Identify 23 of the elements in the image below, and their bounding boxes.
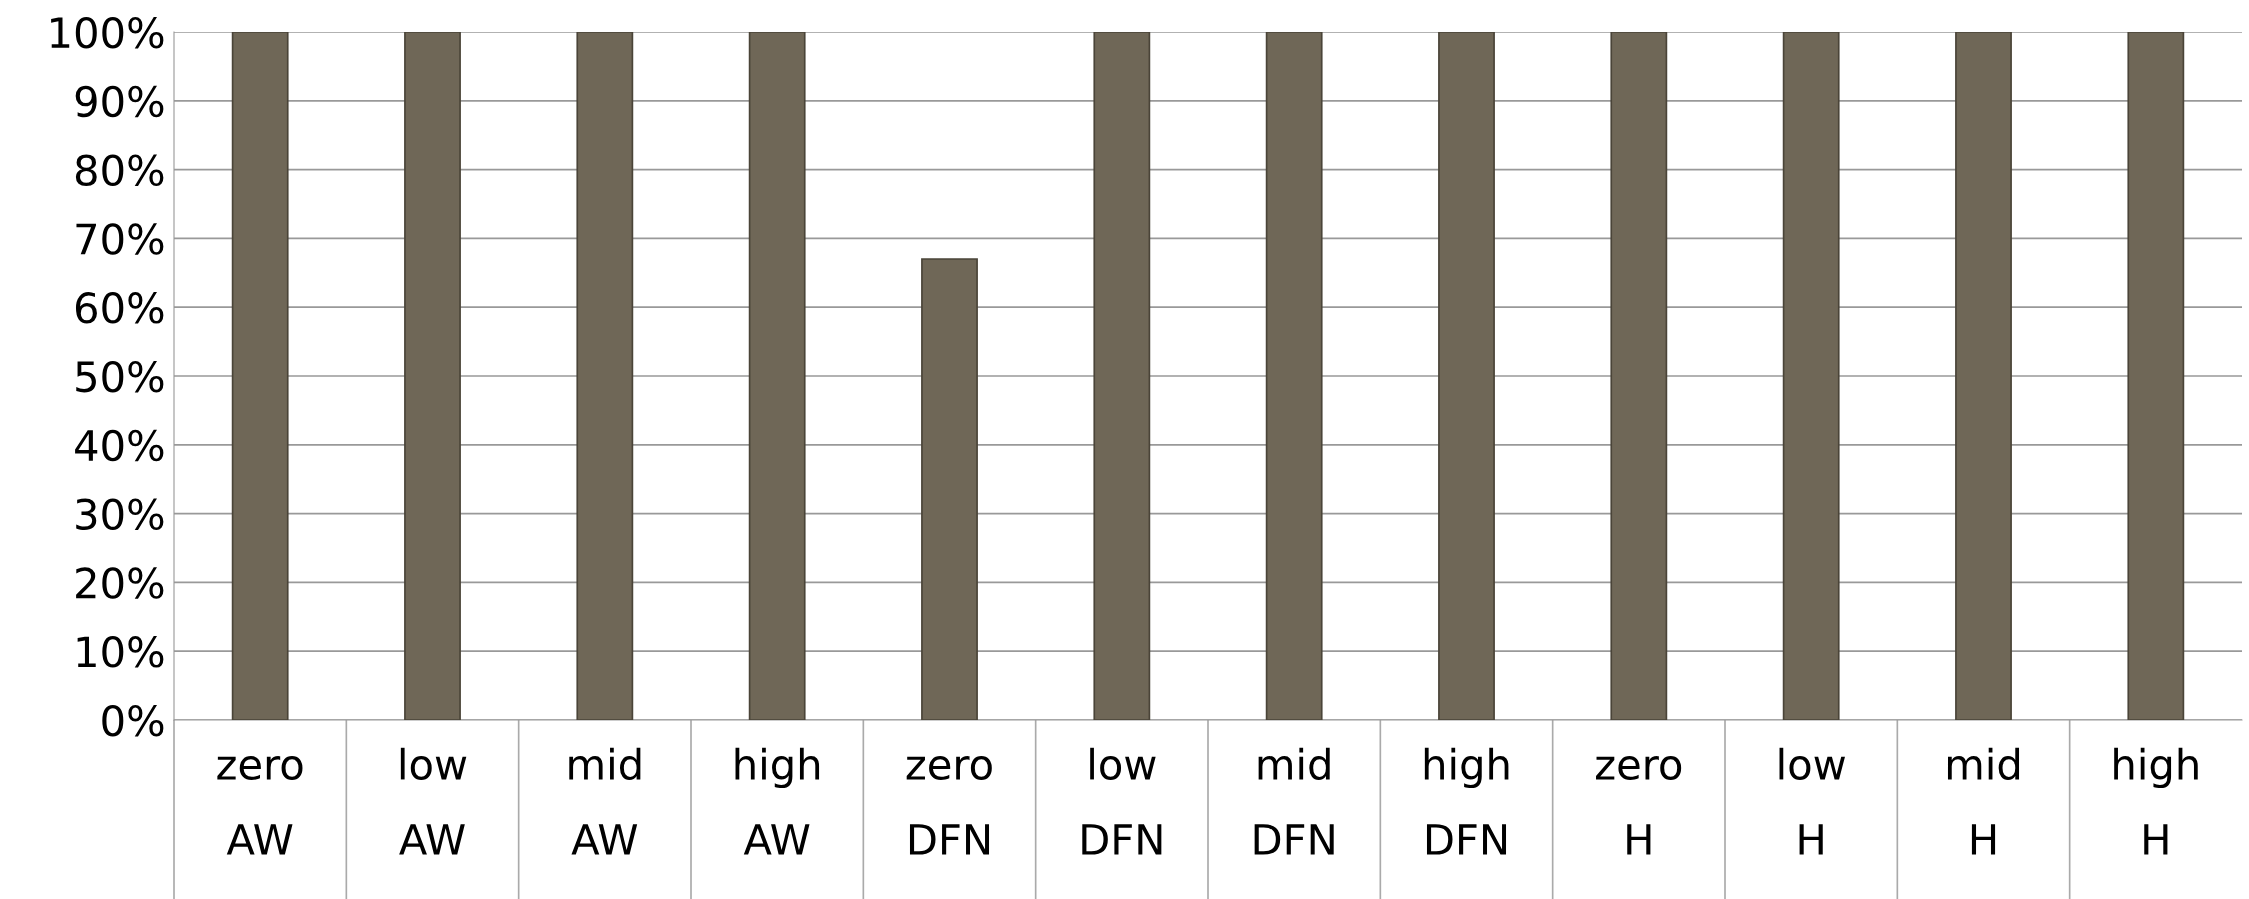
y-tick-label: 20% (76, 567, 164, 599)
x-tick-label: zero H (1596, 756, 1682, 855)
x-tick-label: mid AW (569, 747, 641, 855)
x-tick-label: zero DFN (906, 756, 992, 855)
y-tick-label: 70% (76, 223, 164, 255)
x-tick-label: low H (1779, 747, 1845, 855)
y-tick-label: 0% (102, 704, 164, 737)
x-tick-label: mid DFN (1254, 747, 1334, 855)
x-tick-label: low AW (399, 747, 467, 855)
y-tick-label: 60% (75, 292, 164, 324)
y-tick-label: 10% (77, 636, 164, 668)
y-tick-label: 40% (75, 429, 164, 462)
x-tick-label: high H (2114, 747, 2198, 855)
x-tick-label: high AW (735, 747, 820, 855)
x-tick-label: high DFN (1424, 747, 1509, 855)
y-tick-label: 90% (75, 85, 164, 118)
y-tick-label: 30% (76, 498, 164, 531)
x-tick-label: low DFN (1082, 747, 1162, 855)
x-tick-label: zero AW (217, 756, 303, 855)
x-tick-label: mid H (1947, 747, 2020, 855)
y-tick-label: 50% (76, 360, 164, 393)
y-tick-label: 80% (75, 154, 164, 187)
y-tick-label: 100% (51, 16, 164, 49)
